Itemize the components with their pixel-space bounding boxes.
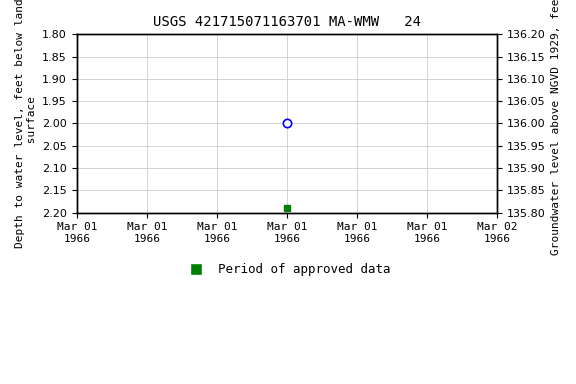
- Y-axis label: Groundwater level above NGVD 1929, feet: Groundwater level above NGVD 1929, feet: [551, 0, 561, 255]
- Y-axis label: Depth to water level, feet below land
 surface: Depth to water level, feet below land su…: [15, 0, 37, 248]
- Legend: Period of approved data: Period of approved data: [178, 258, 396, 281]
- Title: USGS 421715071163701 MA-WMW   24: USGS 421715071163701 MA-WMW 24: [153, 15, 421, 29]
